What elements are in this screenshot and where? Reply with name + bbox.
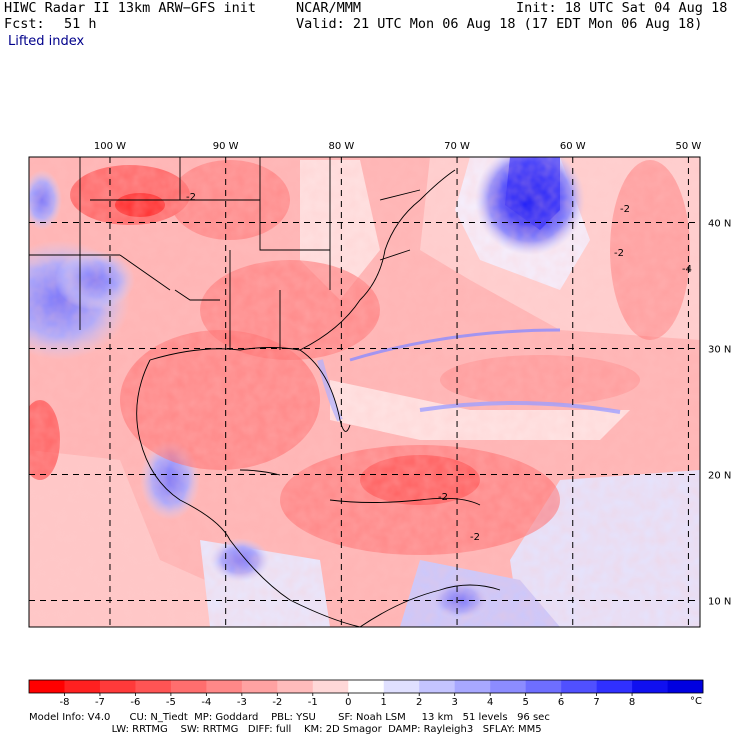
colorbar-swatch [525, 680, 562, 693]
valid-time: Valid: 21 UTC Mon 06 Aug 18 (17 EDT Mon … [296, 16, 703, 32]
field-name: Lifted index [8, 34, 85, 49]
colorbar-tick-label: -8 [59, 697, 69, 708]
lat-tick-label: 10 N [708, 597, 731, 608]
colorbar-swatch [667, 680, 704, 693]
colorbar-tick-label: -4 [201, 697, 211, 708]
contour-label: -2 [470, 532, 480, 543]
colorbar-tick-label: 6 [558, 697, 564, 708]
lon-tick-label: 90 W [213, 141, 239, 152]
colorbar-unit: °C [690, 696, 702, 707]
lat-tick-label: 30 N [708, 345, 731, 356]
colorbar-swatch [135, 680, 172, 693]
colorbar-swatch [490, 680, 526, 693]
colorbar-swatch [561, 680, 597, 693]
colorbar-tick-label: 2 [416, 697, 422, 708]
colorbar-swatch [454, 680, 491, 693]
lon-tick-label: 70 W [444, 141, 470, 152]
colorbar-swatch [206, 680, 243, 693]
colorbar-swatch [99, 680, 136, 693]
title: HIWC Radar II 13km ARW−GFS init [4, 0, 256, 16]
axis-labels: 100 W 90 W 80 W 70 W 60 W 50 W 40 N 30 N 20 N 10 … [94, 141, 731, 608]
lat-tick-label: 40 N [708, 219, 731, 230]
colorbar-swatch [241, 680, 278, 693]
contour-label: -2 [186, 192, 196, 203]
model-info-line1: Model Info: V4.0 CU: N_Tiedt MP: Goddard… [29, 712, 550, 723]
lon-tick-label: 60 W [560, 141, 586, 152]
colorbar-tick-label: 4 [487, 697, 493, 708]
colorbar-tick-label: -7 [95, 697, 105, 708]
fcst-label: Fcst: [4, 16, 45, 32]
lat-lon-grid [29, 157, 700, 627]
lon-tick-label: 50 W [676, 141, 702, 152]
colorbar-tick-label: 1 [381, 697, 387, 708]
colorbar-tick-label: -2 [272, 697, 282, 708]
fcst-value: 51 h [64, 16, 97, 32]
colorbar-swatch [419, 680, 455, 693]
center-label: NCAR/MMM [296, 0, 362, 16]
contour-labels: -2 -2 -4 -2 -2 -2 [186, 192, 692, 543]
colorbar-swatch [632, 680, 668, 693]
colorbar-swatch [312, 680, 349, 693]
lifted-index-field [29, 157, 700, 627]
contour-label: -2 [614, 248, 624, 259]
colorbar-tick-label: -5 [166, 697, 176, 708]
colorbar-tick-label: 0 [345, 697, 351, 708]
colorbar: -8 -7 -6 -5 -4 -3 -2 -1 0 1 2 3 4 5 6 7 8 °C [28, 679, 704, 708]
colorbar-swatch [277, 680, 314, 693]
init-time: Init: 18 UTC Sat 04 Aug 18 [516, 0, 728, 16]
model-info-line2: LW: RRTMG SW: RRTMG DIFF: full KM: 2D Sm… [29, 724, 542, 735]
colorbar-tick-label: -3 [237, 697, 247, 708]
colorbar-swatch [383, 680, 420, 693]
contour-label: -2 [438, 492, 448, 503]
lon-tick-label: 80 W [328, 141, 354, 152]
colorbar-swatch [170, 680, 207, 693]
lon-tick-label: 100 W [94, 141, 126, 152]
colorbar-frame [28, 679, 704, 694]
lat-tick-label: 20 N [708, 471, 731, 482]
colorbar-tick-label: 3 [451, 697, 457, 708]
colorbar-tick-label: -6 [130, 697, 140, 708]
colorbar-tick-label: 8 [629, 697, 635, 708]
colorbar-tick-label: 7 [593, 697, 599, 708]
contour-label: -2 [620, 204, 630, 215]
colorbar-swatch [64, 680, 101, 693]
colorbar-swatch [348, 680, 385, 693]
colorbar-tick-label: -1 [308, 697, 318, 708]
colorbar-swatch [29, 680, 65, 693]
colorbar-swatch [596, 680, 633, 693]
map-frame [28, 156, 701, 628]
colorbar-tick-label: 5 [522, 697, 528, 708]
contour-label: -4 [682, 264, 692, 275]
